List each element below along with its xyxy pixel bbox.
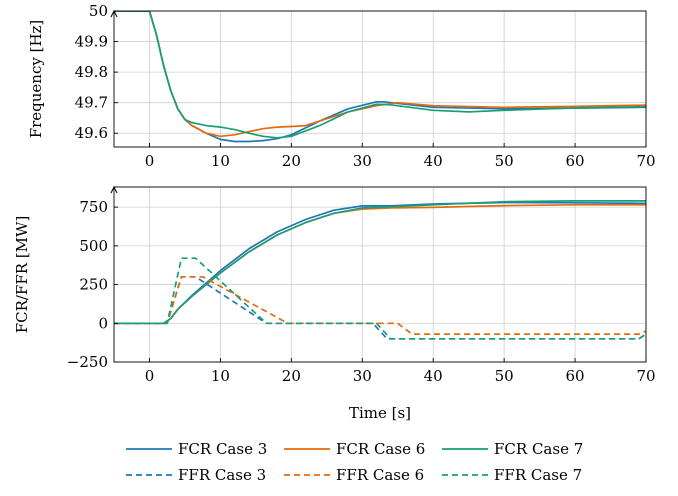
legend-label: FCR Case 6 <box>336 440 425 458</box>
legend-item: FCR Case 7 <box>442 440 583 458</box>
y-tick-label: 49.7 <box>75 94 108 112</box>
x-tick-label: 30 <box>353 152 372 170</box>
x-tick-label: 70 <box>636 152 655 170</box>
series-line-ffr-case-3 <box>114 275 646 340</box>
legend-item: FFR Case 6 <box>284 466 424 484</box>
x-tick-label: 10 <box>211 367 230 385</box>
x-tick-label: 0 <box>145 367 155 385</box>
x-tick-label: 40 <box>424 367 443 385</box>
legend: FCR Case 3 FCR Case 6 FCR Case 7 FFR Case 3… <box>126 440 583 484</box>
x-tick-label: 30 <box>353 367 372 385</box>
x-tick-label: 0 <box>145 152 155 170</box>
series-line-fcr-case-7 <box>114 11 646 139</box>
y-tick-label: 500 <box>79 237 108 255</box>
y-axis-arrow <box>110 185 118 194</box>
series-line-fcr-case-3 <box>114 11 646 143</box>
legend-item: FFR Case 3 <box>126 466 266 484</box>
legend-label: FCR Case 3 <box>178 440 267 458</box>
series-line-fcr-case-3 <box>114 201 646 325</box>
power-panel: −250 0 250 500 750 0 10 20 30 40 50 60 70 FCR/FFR [MW… <box>13 185 656 385</box>
legend-label: FFR Case 7 <box>494 466 582 484</box>
series-line-ffr-case-7 <box>114 257 646 340</box>
legend-label: FFR Case 6 <box>336 466 424 484</box>
x-axis-label: Time [s] <box>349 404 411 422</box>
y-tick-label: 0 <box>98 314 108 332</box>
legend-item: FCR Case 3 <box>126 440 267 458</box>
series-line-ffr-case-6 <box>114 275 646 335</box>
y-tick-label: 49.6 <box>75 124 108 142</box>
y-tick-label: 250 <box>79 276 108 294</box>
plot-frame <box>113 10 647 148</box>
y-tick-label: −250 <box>67 353 108 371</box>
x-tick-label: 50 <box>495 367 514 385</box>
y-axis-label: Frequency [Hz] <box>27 20 45 139</box>
x-tick-label: 20 <box>282 367 301 385</box>
legend-label: FFR Case 3 <box>178 466 266 484</box>
x-tick-label: 60 <box>566 367 585 385</box>
y-tick-label: 49.8 <box>75 63 108 81</box>
x-tick-label: 70 <box>636 367 655 385</box>
y-tick-label: 49.9 <box>75 33 108 51</box>
y-tick-label: 50 <box>89 2 108 20</box>
plot-frame <box>113 186 647 363</box>
legend-label: FCR Case 7 <box>494 440 583 458</box>
series-line-fcr-case-7 <box>114 200 646 325</box>
x-tick-label: 60 <box>566 152 585 170</box>
legend-item: FFR Case 7 <box>442 466 582 484</box>
y-tick-label: 750 <box>79 198 108 216</box>
series-line-fcr-case-6 <box>114 11 646 138</box>
series-line-fcr-case-6 <box>114 203 646 325</box>
legend-item: FCR Case 6 <box>284 440 425 458</box>
frequency-panel: 49.6 49.7 49.8 49.9 50 0 10 20 30 40 50 60 70 Frequen… <box>27 2 656 170</box>
x-tick-label: 50 <box>495 152 514 170</box>
x-tick-label: 40 <box>424 152 443 170</box>
x-tick-label: 10 <box>211 152 230 170</box>
x-tick-label: 20 <box>282 152 301 170</box>
y-axis-label: FCR/FFR [MW] <box>13 216 31 334</box>
